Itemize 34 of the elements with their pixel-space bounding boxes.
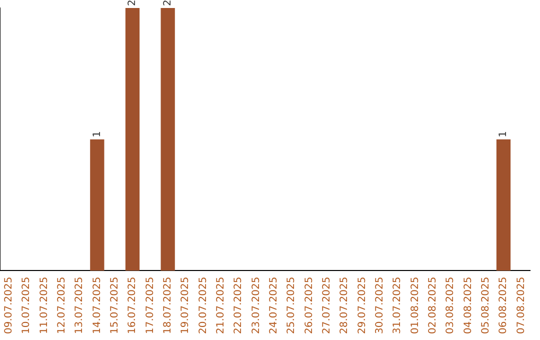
x-tick-label: 25.07.2025 [286,276,298,334]
x-tick-label: 22.07.2025 [233,276,244,334]
data-label: 1 [92,130,103,138]
x-tick-label: 13.07.2025 [74,276,86,334]
x-tick-label: 21.07.2025 [215,276,226,334]
data-label: 2 [162,0,174,6]
x-tick-label: 10.07.2025 [21,276,32,334]
x-tick-label: 01.08.2025 [410,276,421,334]
x-tick-label: 05.08.2025 [480,276,492,334]
data-label: 1 [498,130,510,138]
x-tick-label: 17.07.2025 [144,276,156,334]
x-tick-label: 31.07.2025 [392,276,404,334]
x-tick-label: 09.07.2025 [3,276,14,334]
x-tick-label: 15.07.2025 [109,276,120,334]
x-tick-label: 12.07.2025 [56,276,68,334]
x-tick-label: 14.07.2025 [92,276,103,334]
x-tick-label: 04.08.2025 [462,276,474,334]
x-tick-label: 24.07.2025 [268,276,280,334]
x-tick-label: 03.08.2025 [445,276,456,334]
x-tick-label: 23.07.2025 [250,276,262,334]
data-label: 2 [127,0,138,6]
x-tick-label: 27.07.2025 [321,276,332,334]
x-tick-label: 28.07.2025 [339,276,350,334]
x-tick-label: 19.07.2025 [180,276,192,334]
x-tick-label: 06.08.2025 [498,276,510,334]
x-tick-label: 30.07.2025 [374,276,386,334]
x-tick-label: 07.08.2025 [516,276,527,334]
x-tick-label: 02.08.2025 [427,276,438,334]
x-tick-label: 29.07.2025 [356,276,368,334]
x-tick-label: 16.07.2025 [127,276,138,334]
x-tick-label: 11.07.2025 [38,276,50,334]
x-tick-label: 18.07.2025 [162,276,174,334]
x-tick-label: 20.07.2025 [198,276,209,334]
x-tick-label: 26.07.2025 [304,276,315,334]
